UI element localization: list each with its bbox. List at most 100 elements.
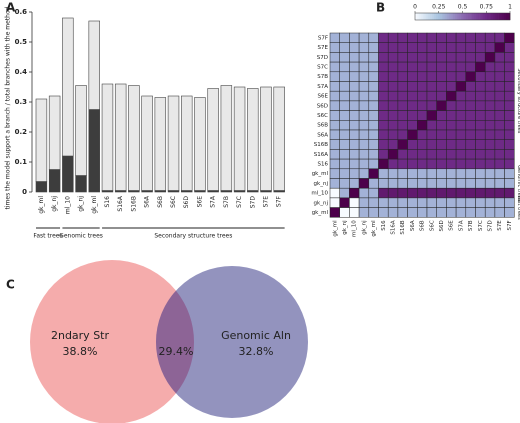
heatmap-cell xyxy=(407,32,418,43)
heatmap-cell xyxy=(368,32,379,43)
heatmap-cell xyxy=(465,42,476,53)
heatmap-cell xyxy=(397,158,408,170)
heatmap-cell xyxy=(349,158,360,170)
heatmap-cell xyxy=(339,81,350,92)
heatmap-cell xyxy=(426,168,437,179)
heatmap-cell xyxy=(504,42,515,53)
heatmap-cell xyxy=(329,32,340,43)
heatmap-cell xyxy=(329,149,340,160)
heatmap-cell xyxy=(339,61,350,73)
y-label: S6A xyxy=(317,132,328,138)
heatmap-cell xyxy=(455,129,467,140)
heatmap-cell xyxy=(407,168,418,179)
heatmap-cell xyxy=(349,149,360,160)
heatmap-cell xyxy=(329,100,340,111)
heatmap-cell xyxy=(387,139,399,150)
bar-segment xyxy=(233,86,246,191)
heatmap-cell xyxy=(494,207,505,218)
heatmap-cell xyxy=(465,129,476,140)
x-label: S6D xyxy=(439,220,445,231)
heatmap-cell xyxy=(426,187,437,199)
colorbar-step xyxy=(418,13,421,20)
heatmap-cell xyxy=(387,81,399,92)
x-label: gk_nj xyxy=(361,220,367,235)
colorbar-step xyxy=(462,13,465,20)
heatmap-cell xyxy=(465,90,476,102)
heatmap-cell xyxy=(436,110,447,121)
heatmap-cell xyxy=(378,110,389,121)
heatmap-cell xyxy=(378,61,389,73)
heatmap-cell xyxy=(446,52,457,63)
heatmap-cell xyxy=(368,120,379,131)
heatmap-cell xyxy=(475,81,486,92)
heatmap-cell xyxy=(368,71,379,82)
heatmap-cell xyxy=(494,110,505,121)
heatmap-cell xyxy=(494,187,505,199)
heatmap-cell xyxy=(426,197,437,208)
heatmap-cell xyxy=(339,100,350,111)
heatmap-cell xyxy=(329,110,340,121)
heatmap-cell xyxy=(455,139,467,150)
heatmap-cell xyxy=(494,129,505,140)
heatmap-cell xyxy=(504,32,515,43)
heatmap-cell xyxy=(455,52,467,63)
heatmap-cell xyxy=(455,158,467,170)
heatmap-cell xyxy=(407,129,418,140)
x-label: S7D xyxy=(488,220,494,231)
heatmap-cell xyxy=(329,129,340,140)
heatmap-cell xyxy=(504,81,515,92)
colorbar-step xyxy=(456,13,459,20)
heatmap-cell xyxy=(484,187,496,199)
colorbar-step xyxy=(487,13,490,20)
heatmap-cell xyxy=(407,178,418,189)
heatmap-cell xyxy=(339,187,350,199)
heatmap-cell xyxy=(358,42,370,53)
x-tick-label: S7F xyxy=(276,195,283,207)
heatmap-cell xyxy=(417,71,428,82)
heatmap-cell xyxy=(417,168,428,179)
heatmap-cell xyxy=(329,158,340,170)
colorbar-step xyxy=(504,13,507,20)
heatmap-cell xyxy=(368,81,379,92)
x-tick-label: S6B xyxy=(157,196,164,208)
colorbar-step xyxy=(430,13,433,20)
colorbar-step xyxy=(415,13,418,20)
colorbar-step xyxy=(453,13,456,20)
overlap-value: 29.4% xyxy=(158,345,193,358)
heatmap-cell xyxy=(387,197,399,208)
heatmap-cell xyxy=(426,110,437,121)
heatmap-cell xyxy=(465,120,476,131)
colorbar-step xyxy=(441,13,444,20)
heatmap-cell xyxy=(339,129,350,140)
heatmap-cell xyxy=(446,139,457,150)
colorbar-step xyxy=(449,13,452,20)
heatmap-cell xyxy=(397,187,408,199)
heatmap-cell xyxy=(407,149,418,160)
heatmap-cell xyxy=(494,120,505,131)
colorbar-step xyxy=(422,13,425,20)
bar-segment xyxy=(75,175,87,193)
heatmap-cell xyxy=(494,178,505,189)
heatmap-cell xyxy=(504,100,515,111)
x-tick-label: S16A xyxy=(117,195,124,211)
heatmap-cell xyxy=(436,71,447,82)
heatmap-cell xyxy=(446,187,457,199)
heatmap-cell xyxy=(455,90,467,102)
heatmap-cell xyxy=(368,42,379,53)
heatmap-cell xyxy=(475,90,486,102)
heatmap-cell xyxy=(504,120,515,131)
x-tick-label: S16 xyxy=(104,196,111,208)
heatmap-cell xyxy=(349,207,360,218)
heatmap-cell xyxy=(504,187,515,199)
heatmap-cell xyxy=(387,42,399,53)
heatmap-cell xyxy=(426,71,437,82)
heatmap-cell xyxy=(484,158,496,170)
colorbar-step xyxy=(443,13,446,20)
heatmap-cell xyxy=(387,100,399,111)
colorbar-step xyxy=(451,13,454,20)
colorbar-step xyxy=(466,13,469,20)
bar-segment xyxy=(88,20,100,110)
x-label: gk_ml xyxy=(332,220,338,237)
heatmap-cell xyxy=(465,139,476,150)
